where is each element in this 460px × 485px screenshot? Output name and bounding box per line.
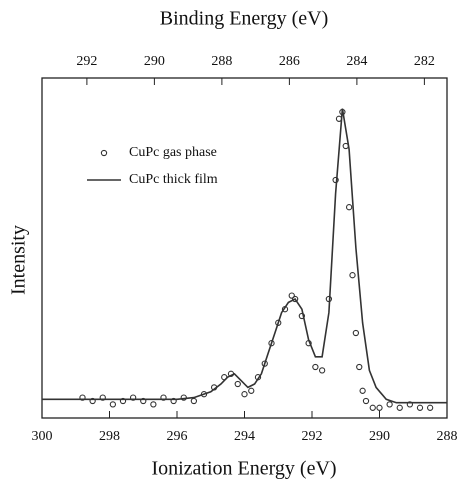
data-point — [89, 397, 96, 405]
x-axis-title: Ionization Energy (eV) — [151, 458, 336, 480]
y-axis-title: Intensity — [8, 225, 30, 295]
data-point — [362, 397, 370, 405]
legend-label: CuPc thick film — [129, 172, 218, 187]
data-point — [79, 394, 86, 401]
data-point — [369, 404, 376, 411]
data-point — [99, 394, 106, 401]
x-tick-label: 292 — [302, 429, 323, 444]
data-point — [160, 394, 167, 401]
x2-tick-label: 282 — [414, 54, 435, 69]
data-point — [386, 401, 393, 408]
x-tick-label: 298 — [99, 429, 120, 444]
x2-tick-label: 290 — [144, 54, 165, 69]
data-point — [396, 404, 403, 411]
x-tick-label: 294 — [234, 429, 255, 444]
data-point — [261, 360, 268, 367]
data-point — [426, 404, 434, 411]
x2-tick-label: 288 — [211, 54, 232, 69]
data-point — [359, 387, 366, 394]
data-point — [190, 397, 198, 405]
data-point — [352, 329, 360, 337]
data-point — [312, 363, 319, 371]
x-tick-label: 288 — [437, 429, 458, 444]
data-point — [150, 401, 157, 408]
data-point — [140, 397, 147, 405]
data-point — [318, 367, 326, 374]
data-point — [376, 404, 383, 411]
data-point — [349, 272, 356, 279]
legend-label: CuPc gas phase — [129, 145, 217, 160]
data-point — [234, 380, 241, 388]
x2-axis-title: Binding Energy (eV) — [160, 8, 329, 30]
x2-tick-label: 286 — [279, 54, 300, 69]
data-point — [416, 404, 424, 411]
plot-frame — [41, 77, 448, 419]
data-point — [406, 401, 414, 408]
data-point — [248, 387, 255, 394]
data-point — [119, 397, 127, 405]
data-point — [170, 397, 177, 405]
legend-marker — [100, 149, 108, 157]
data-point — [356, 363, 363, 371]
data-point — [291, 295, 299, 303]
x-tick-label: 300 — [32, 429, 53, 444]
data-point — [241, 391, 248, 398]
x2-tick-label: 292 — [76, 54, 97, 69]
data-point — [332, 176, 339, 184]
data-line — [42, 108, 447, 404]
data-point — [129, 394, 137, 401]
x2-tick-label: 284 — [346, 54, 367, 69]
data-point — [275, 319, 282, 326]
x-tick-label: 290 — [369, 429, 390, 444]
x-tick-label: 296 — [167, 429, 188, 444]
data-point — [268, 340, 275, 347]
data-point — [345, 204, 353, 211]
data-point — [109, 401, 117, 408]
data-point — [298, 312, 306, 320]
data-point — [288, 292, 295, 299]
